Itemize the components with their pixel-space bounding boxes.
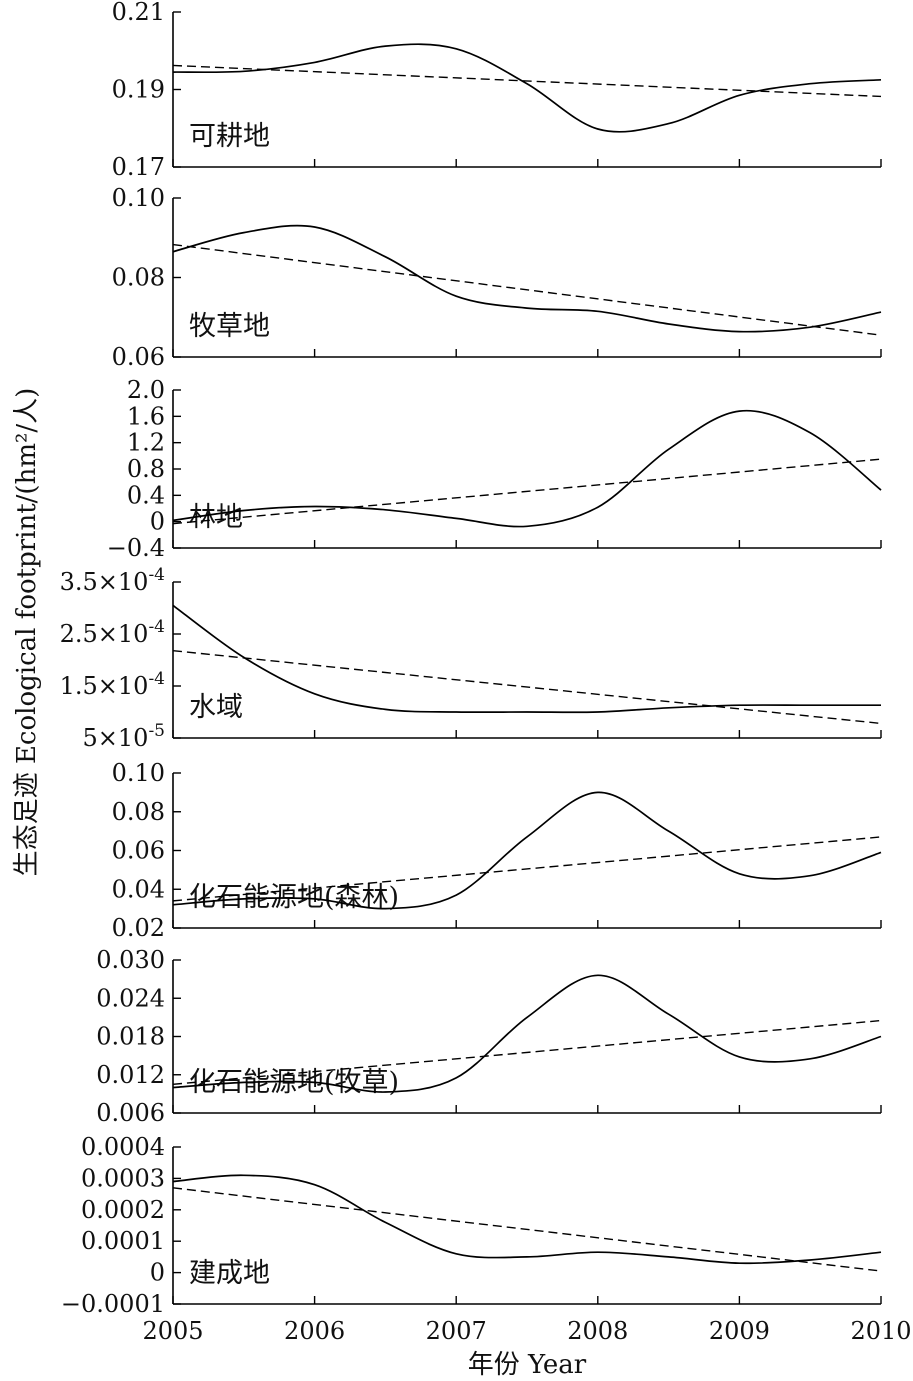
y-tick-label: 0 (150, 508, 165, 536)
y-tick-label: 0.0002 (81, 1196, 165, 1224)
x-axis-title: 年份 Year (468, 1350, 587, 1380)
y-tick-label: 0.08 (112, 798, 165, 826)
y-axis-title: 生态足迹 Ecological footprint/(hm²/人) (12, 388, 42, 877)
x-tick-label: 2005 (142, 1317, 203, 1345)
y-tick-label: 0.08 (112, 264, 165, 292)
x-tick-label: 2009 (709, 1317, 770, 1345)
y-tick-label: 5×10-5 (83, 721, 165, 752)
panel-label: 建成地 (189, 1258, 270, 1289)
series-solid-line (172, 1174, 882, 1265)
panel-built-up: −0.0001 0 0.0001 0.0002 0.0003 0.0004 建成地 (61, 1133, 882, 1318)
x-tick-label: 2008 (567, 1317, 628, 1345)
series-solid-line (172, 43, 882, 133)
y-tick-label: 0.10 (112, 759, 165, 787)
y-tick-label: 0.02 (112, 914, 165, 942)
y-tick-label: 2.0 (127, 376, 165, 404)
panel-label: 可耕地 (189, 121, 270, 152)
series-dashed-trend-line (172, 836, 882, 902)
y-tick-label: 0.8 (127, 455, 165, 483)
y-tick-label: 2.5×10-4 (60, 617, 165, 648)
y-tick-label: 1.6 (127, 402, 165, 430)
y-tick-label: −0.4 (107, 534, 165, 562)
y-tick-label: 1.2 (127, 429, 165, 457)
y-tick-label: 0.0004 (81, 1133, 165, 1161)
y-tick-label: 0.19 (112, 76, 165, 104)
y-tick-label: 0.04 (112, 875, 165, 903)
y-tick-label: 0.17 (112, 153, 165, 181)
series-dashed-trend-line (172, 1187, 882, 1272)
y-tick-label: 0.030 (96, 946, 165, 974)
panel-water: 5×10-5 1.5×10-4 2.5×10-4 3.5×10-4 水域 (60, 565, 882, 752)
y-tick-label: 0.06 (112, 837, 165, 865)
panel-label: 牧草地 (189, 311, 270, 342)
y-tick-label: 0.006 (96, 1099, 165, 1127)
x-tick-label: 2006 (284, 1317, 345, 1345)
y-tick-label: 3.5×10-4 (60, 565, 165, 596)
series-dashed-trend-line (172, 64, 882, 98)
y-tick-label: 0.024 (96, 984, 165, 1012)
y-tick-label: 0.4 (127, 481, 165, 509)
x-tick-label: 2007 (426, 1317, 487, 1345)
y-tick-label: 0.0001 (81, 1227, 165, 1255)
y-tick-label: 0.0003 (81, 1164, 165, 1192)
y-tick-label: 1.5×10-4 (60, 669, 165, 700)
series-solid-line (172, 409, 882, 528)
y-tick-label: 0.06 (112, 343, 165, 371)
panel-cropland: 0.17 0.19 0.21 可耕地 (112, 0, 882, 181)
series-solid-line (172, 974, 882, 1093)
chart-panels: 0.170.190.21可耕地0.060.080.10牧草地−0.400.40.… (60, 0, 882, 1318)
series-dashed-trend-line (172, 649, 882, 725)
series-solid-line (172, 224, 882, 333)
y-tick-label: −0.0001 (61, 1290, 165, 1318)
x-axis-tick-labels: 2005 2006 2007 2008 2009 2010 (142, 1317, 911, 1345)
panel-pasture: 0.06 0.08 0.10 牧草地 (112, 184, 882, 371)
y-tick-label: 0 (150, 1259, 165, 1287)
y-tick-label: 0.10 (112, 184, 165, 212)
series-dashed-trend-line (172, 1019, 882, 1086)
panel-forest: −0.400.40.81.21.62.0林地 (107, 376, 882, 562)
x-tick-label: 2010 (850, 1317, 911, 1345)
series-solid-line (172, 604, 881, 714)
series-dashed-trend-line (172, 458, 882, 525)
series-solid-line (172, 791, 882, 910)
y-tick-label: 0.21 (112, 0, 165, 26)
y-tick-label: 0.018 (96, 1023, 165, 1051)
y-tick-label: 0.012 (96, 1061, 165, 1089)
panel-label: 水域 (189, 692, 243, 723)
series-dashed-trend-line (172, 243, 882, 336)
